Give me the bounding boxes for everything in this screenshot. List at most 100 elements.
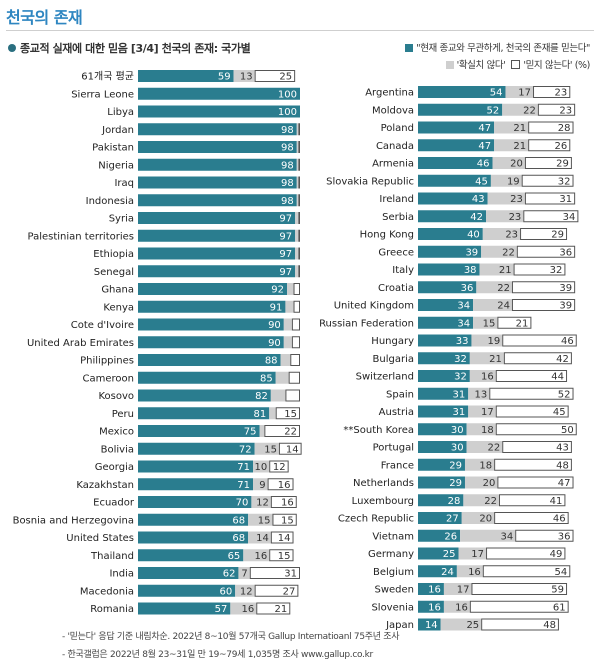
chart-row-left-16: Philippines 88 xyxy=(80,354,300,367)
bar-believe xyxy=(418,565,457,578)
value-believe: 47 xyxy=(478,123,491,134)
chart-row-left-9: Palestinian territories 97 xyxy=(28,229,301,242)
bar-disbelieve xyxy=(471,583,568,595)
value-disbelieve: 23 xyxy=(555,88,568,99)
bar-disbelieve xyxy=(502,334,577,347)
value-unsure: 16 xyxy=(254,551,267,562)
bullet-dot-icon xyxy=(8,44,16,52)
bar-unsure xyxy=(295,247,299,260)
bar-unsure xyxy=(494,139,529,152)
bar-unsure xyxy=(295,229,299,242)
value-believe: 30 xyxy=(451,425,464,436)
value-unsure: 23 xyxy=(509,212,522,223)
chart-row-right-22: Netherlands 29 20 47 xyxy=(353,476,574,489)
value-unsure: 12 xyxy=(256,498,269,509)
row-label: Switzerland xyxy=(356,372,414,383)
bar-unsure xyxy=(492,157,525,169)
bar-believe xyxy=(138,478,254,491)
bar-believe xyxy=(138,584,236,597)
value-disbelieve: 44 xyxy=(551,372,564,383)
value-unsure: 20 xyxy=(483,478,496,489)
value-disbelieve: 36 xyxy=(559,247,572,258)
value-disbelieve: 48 xyxy=(543,620,556,631)
value-believe: 32 xyxy=(454,354,467,365)
row-label: Ireland xyxy=(379,194,414,205)
row-label: Luxembourg xyxy=(352,496,414,507)
bar-believe xyxy=(138,531,249,544)
bar-unsure xyxy=(482,228,521,240)
bar-believe xyxy=(138,496,252,508)
bar-disbelieve xyxy=(270,496,297,508)
chart-row-left-12: Ghana 92 xyxy=(101,283,300,296)
value-unsure: 22 xyxy=(523,105,536,116)
bar-disbelieve xyxy=(523,210,579,223)
value-disbelieve: 41 xyxy=(550,496,563,507)
value-disbelieve: 42 xyxy=(556,354,569,365)
row-label: Cameroon xyxy=(83,373,134,384)
value-unsure: 15 xyxy=(483,318,496,329)
bar-believe xyxy=(418,352,470,365)
chart-row-left-28: India 62 7 31 xyxy=(109,567,300,580)
value-disbelieve: 14 xyxy=(286,444,299,455)
row-label: Argentina xyxy=(365,88,414,99)
bar-disbelieve xyxy=(293,283,300,295)
value-believe: 81 xyxy=(253,409,266,420)
footnote-2: - 한국갤럽은 2022년 8월 23~31일 만 19~79세 1,035명 … xyxy=(62,650,373,660)
chart-row-left-3: Jordan 98 xyxy=(101,123,301,136)
value-disbelieve: 45 xyxy=(553,407,566,418)
value-unsure: 22 xyxy=(502,247,515,258)
bar-believe xyxy=(418,405,469,418)
value-disbelieve: 46 xyxy=(553,514,566,525)
value-believe: 90 xyxy=(268,338,281,349)
legend-label-disbelieve: '믿지 않는다' xyxy=(523,60,573,71)
bar-unsure xyxy=(295,212,299,224)
value-believe: 97 xyxy=(279,214,292,225)
value-believe: 27 xyxy=(446,514,459,525)
value-believe: 46 xyxy=(477,159,490,170)
value-believe: 92 xyxy=(271,285,284,296)
bar-believe xyxy=(138,371,276,384)
bar-disbelieve xyxy=(264,425,300,437)
row-label: Ethiopia xyxy=(93,249,134,260)
value-unsure: 21 xyxy=(513,141,526,152)
row-label: Thailand xyxy=(90,551,134,562)
value-disbelieve: 50 xyxy=(561,425,574,436)
value-believe: 28 xyxy=(448,496,461,507)
row-label: United Arab Emirates xyxy=(27,338,134,349)
value-believe: 90 xyxy=(268,320,281,331)
bar-disbelieve xyxy=(521,174,574,187)
value-believe: 26 xyxy=(444,531,457,542)
chart-row-left-8: Syria 97 xyxy=(109,212,301,225)
chart-row-right-14: Hungary 33 19 46 xyxy=(371,334,577,347)
value-disbelieve: 15 xyxy=(284,409,297,420)
value-believe: 98 xyxy=(281,196,294,207)
legend-row-others: '확실치 않다' '믿지 않는다' (%) xyxy=(340,57,590,74)
value-believe: 29 xyxy=(449,460,462,471)
value-disbelieve: 49 xyxy=(550,549,563,560)
bar-disbelieve xyxy=(272,513,297,526)
value-disbelieve: 54 xyxy=(555,567,568,578)
chart-row-right-10: Italy 38 21 32 xyxy=(392,263,566,276)
bar-unsure xyxy=(230,602,257,615)
bar-unsure xyxy=(469,370,496,382)
row-label: Croatia xyxy=(378,283,414,294)
bar-believe xyxy=(138,567,239,579)
bar-believe xyxy=(418,139,495,152)
bar-unsure xyxy=(466,441,503,453)
bar-unsure xyxy=(233,70,255,82)
chart-row-left-20: Mexico 75 22 xyxy=(99,425,300,438)
value-believe: 88 xyxy=(265,356,278,367)
bar-disbelieve xyxy=(495,405,569,418)
value-disbelieve: 47 xyxy=(558,478,571,489)
row-label: Greece xyxy=(378,247,414,258)
chart-row-right-25: Vietnam 26 34 36 xyxy=(372,529,574,542)
value-disbelieve: 31 xyxy=(284,569,297,580)
footnote-1: - '믿는다' 응답 기준 내림차순. 2022년 8~10월 57개국 Gal… xyxy=(62,632,400,642)
bar-disbelieve xyxy=(516,245,576,258)
bar-disbelieve xyxy=(497,316,532,329)
chart-row-right-23: Luxembourg 28 22 41 xyxy=(352,494,566,507)
value-believe: 98 xyxy=(281,160,294,171)
value-unsure: 10 xyxy=(254,462,267,473)
row-label: Armenia xyxy=(372,159,414,170)
value-unsure: 24 xyxy=(497,301,510,312)
